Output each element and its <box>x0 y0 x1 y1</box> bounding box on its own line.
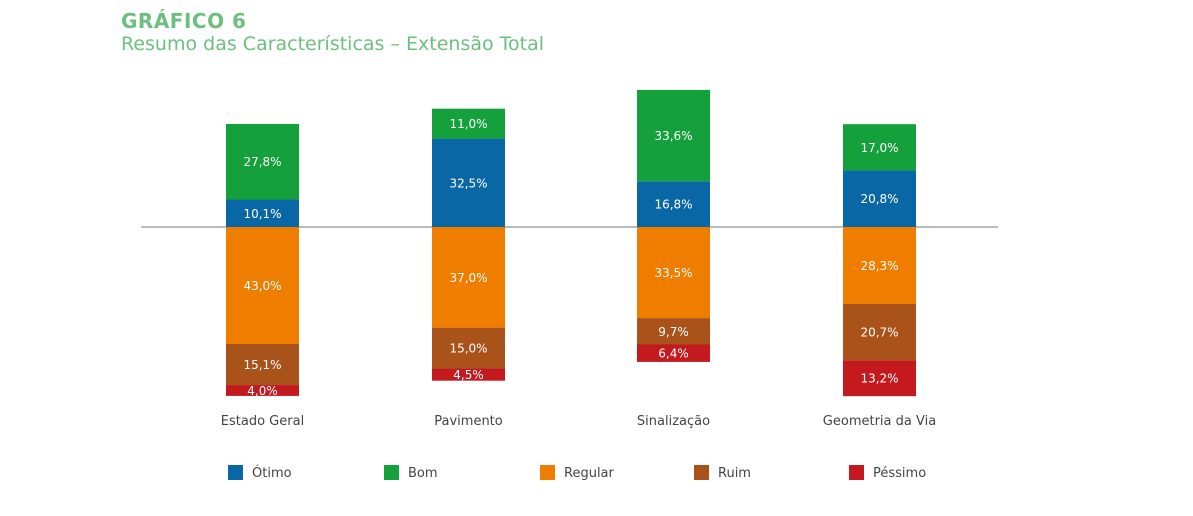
legend-swatch <box>228 465 243 480</box>
bar-segment-bom <box>637 89 710 182</box>
bar-segment-ruim <box>432 327 505 369</box>
data-label: 20,7% <box>860 326 898 340</box>
data-label: 28,3% <box>860 259 898 273</box>
bar-segment-ótimo <box>226 199 299 227</box>
legend-label: Péssimo <box>873 466 926 481</box>
legend-label: Bom <box>408 466 438 481</box>
bar-segment-regular <box>226 227 299 344</box>
bar-segment-regular <box>637 227 710 319</box>
data-label: 17,0% <box>860 141 898 155</box>
data-label: 33,6% <box>654 129 692 143</box>
data-label: 27,8% <box>243 155 281 169</box>
bar-segment-péssimo <box>226 385 299 396</box>
legend-label: Ruim <box>718 466 751 481</box>
chart-subtitle: Resumo das Características – Extensão To… <box>121 33 545 55</box>
data-label: 10,1% <box>243 207 281 221</box>
data-label: 4,5% <box>453 368 484 382</box>
chart-title: GRÁFICO 6 <box>121 9 247 33</box>
bar-segment-ótimo <box>843 170 916 227</box>
data-label: 16,8% <box>654 198 692 212</box>
data-label: 6,4% <box>658 347 689 361</box>
legend-swatch <box>694 465 709 480</box>
bar-segment-regular <box>843 227 916 304</box>
data-label: 9,7% <box>658 325 689 339</box>
category-label: Pavimento <box>434 414 503 429</box>
legend-swatch <box>540 465 555 480</box>
category-label: Sinalização <box>637 414 710 429</box>
bar-segment-péssimo <box>432 368 505 381</box>
category-label: Geometria da Via <box>823 414 936 429</box>
legend-swatch <box>384 465 399 480</box>
bar-segment-bom <box>432 108 505 139</box>
data-label: 37,0% <box>449 271 487 285</box>
legend-swatch <box>849 465 864 480</box>
data-label: 13,2% <box>860 372 898 386</box>
legend-label: Ótimo <box>252 465 292 481</box>
bar-segment-ruim <box>226 343 299 386</box>
data-label: 33,5% <box>654 266 692 280</box>
data-label: 20,8% <box>860 192 898 206</box>
bar-segment-ótimo <box>432 138 505 227</box>
data-label: 15,1% <box>243 358 281 372</box>
data-label: 43,0% <box>243 279 281 293</box>
bar-segment-ruim <box>637 318 710 345</box>
legend-label: Regular <box>564 466 615 481</box>
bar-segment-péssimo <box>843 360 916 397</box>
data-label: 4,0% <box>247 384 278 398</box>
bar-segment-regular <box>432 227 505 328</box>
bar-segment-ruim <box>843 303 916 361</box>
bar-segment-péssimo <box>637 344 710 362</box>
bar-segment-ótimo <box>637 181 710 227</box>
data-label: 32,5% <box>449 176 487 190</box>
bar-segment-bom <box>226 123 299 200</box>
data-label: 11,0% <box>449 117 487 131</box>
category-label: Estado Geral <box>221 414 304 429</box>
bar-segment-bom <box>843 124 916 171</box>
data-label: 15,0% <box>449 342 487 356</box>
